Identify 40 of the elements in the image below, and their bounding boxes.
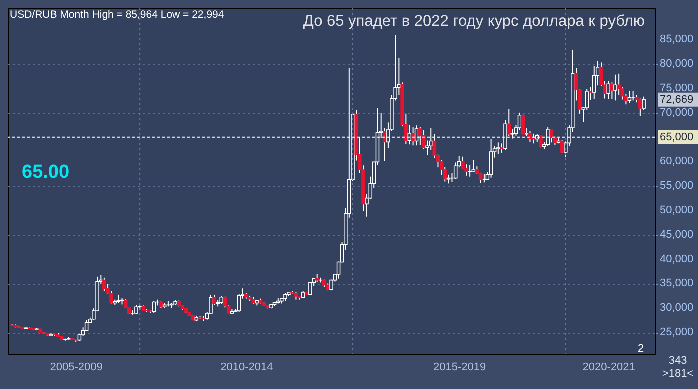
y-tick-label: 35,000 [660, 278, 694, 290]
candlestick [614, 74, 618, 102]
candlestick [560, 140, 564, 154]
candlestick [472, 160, 476, 173]
chart-subtitle: USD/RUB Month High = 85,964 Low = 22,994 [10, 9, 224, 21]
candlestick [496, 142, 500, 155]
y-tick-label: 40,000 [660, 253, 694, 266]
candlestick [606, 80, 610, 100]
annotation: 65.00 [22, 162, 70, 183]
candlestick [617, 73, 621, 96]
text: 343 [668, 355, 688, 367]
y-tick-label: 45,000 [660, 228, 694, 241]
y-tick-label: 50,000 [660, 204, 694, 217]
y-tick-label: 55,000 [660, 180, 694, 192]
candlestick [102, 277, 106, 292]
candlestick [628, 90, 632, 104]
candlestick [152, 300, 156, 314]
text: 72,669 [660, 94, 694, 106]
annotation: 2 [638, 343, 644, 355]
x-tick-label: 2015-2019 [434, 362, 486, 374]
ref-line-label: 65,000 [660, 131, 694, 144]
text: >181< [662, 368, 694, 380]
y-tick-label: 30,000 [660, 302, 694, 314]
candlestick [642, 96, 646, 111]
y-tick-label: 60,000 [660, 156, 694, 168]
candlestick [638, 98, 642, 117]
x-tick-label: 2010-2014 [220, 362, 274, 374]
candlestick [489, 138, 494, 178]
candlestick [521, 114, 526, 135]
y-tick-label: 25,000 [660, 326, 694, 339]
y-tick-label: 80,000 [660, 58, 694, 70]
x-tick-label: 2005-2009 [50, 362, 103, 374]
candlestick [468, 164, 472, 178]
chart-title: До 65 упадет в 2022 году курс доллара к рублю [303, 13, 645, 30]
candlestick [308, 282, 312, 296]
y-tick-label: 75,000 [660, 82, 694, 95]
candlestick [134, 304, 138, 315]
y-tick-label: 85,000 [660, 34, 694, 46]
x-tick-label: 2020-2021 [582, 362, 636, 374]
y-tick-label: 70,000 [660, 106, 694, 119]
